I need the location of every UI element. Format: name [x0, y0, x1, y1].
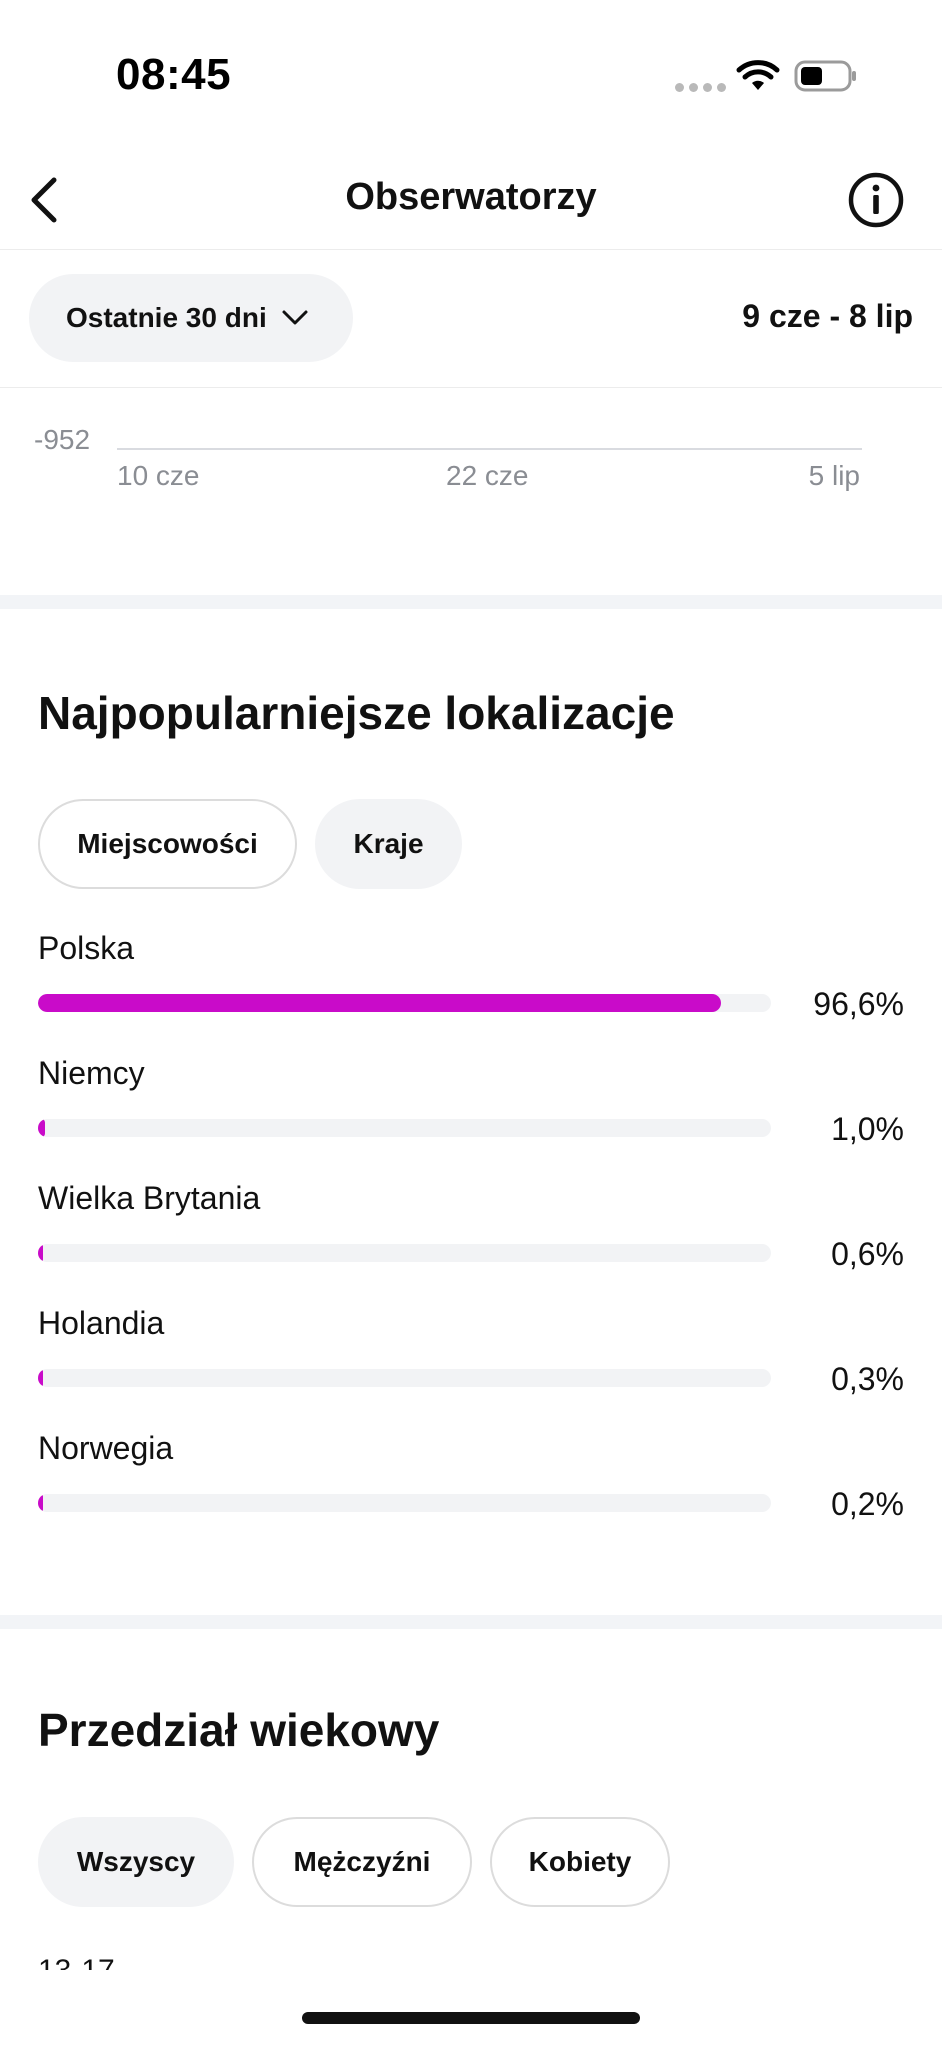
age-section-title: Przedział wiekowy: [38, 1704, 440, 1756]
tab-cities[interactable]: Miejscowości: [38, 799, 297, 889]
status-time: 08:45: [116, 50, 232, 99]
section-divider: [0, 1615, 942, 1629]
page-title: Obserwatorzy: [345, 176, 597, 218]
location-bar-fill: [38, 1119, 46, 1137]
date-range-text: 9 cze - 8 lip: [742, 298, 913, 334]
navigation-header: Obserwatorzy: [0, 150, 942, 250]
location-percent: 0,3%: [831, 1361, 904, 1397]
date-range-dropdown-label: Ostatnie 30 dni: [66, 302, 267, 333]
location-bar-track: [38, 1119, 771, 1137]
location-name: Holandia: [38, 1305, 165, 1341]
battery-icon: [794, 60, 856, 92]
location-bar-fill: [38, 1369, 43, 1387]
location-bar-fill: [38, 1244, 43, 1262]
location-name: Wielka Brytania: [38, 1180, 261, 1216]
section-divider: [0, 595, 942, 609]
chevron-left-icon[interactable]: [18, 172, 74, 228]
location-name: Polska: [38, 930, 135, 966]
tab-men[interactable]: Mężczyźni: [252, 1817, 472, 1907]
locations-tabs: Miejscowości Kraje: [38, 799, 462, 889]
locations-list: Polska 96,6% Niemcy 1,0% Wielka Brytania…: [38, 930, 904, 1555]
location-bar-track: [38, 994, 771, 1012]
location-bar-fill: [38, 1494, 43, 1512]
x-tick-label: 22 cze: [446, 460, 529, 491]
location-name: Niemcy: [38, 1055, 145, 1091]
followers-chart: -952 10 cze 22 cze 5 lip: [0, 389, 942, 595]
x-tick-label: 5 lip: [809, 460, 860, 491]
location-bar-track: [38, 1244, 771, 1262]
followers-chart-svg: -952 10 cze 22 cze 5 lip: [34, 424, 862, 491]
location-bar-track: [38, 1494, 771, 1512]
date-range-dropdown[interactable]: Ostatnie 30 dni: [29, 274, 353, 362]
info-icon[interactable]: [846, 170, 906, 230]
location-row: Wielka Brytania 0,6%: [38, 1180, 904, 1305]
location-percent: 1,0%: [831, 1111, 904, 1147]
location-bar-track: [38, 1369, 771, 1387]
tab-countries[interactable]: Kraje: [315, 799, 462, 889]
location-percent: 0,2%: [831, 1486, 904, 1522]
location-bar-fill: [38, 994, 722, 1012]
x-tick-label: 10 cze: [117, 460, 200, 491]
chevron-down-icon: [282, 310, 308, 325]
location-row: Norwegia 0,2%: [38, 1430, 904, 1555]
status-bar: 08:45: [0, 0, 942, 150]
y-tick-label: -952: [34, 424, 90, 455]
tab-all[interactable]: Wszyscy: [38, 1817, 234, 1907]
cellular-signal-icon: [675, 83, 726, 92]
home-indicator: [302, 2012, 640, 2024]
location-row: Polska 96,6%: [38, 930, 904, 1055]
location-row: Niemcy 1,0%: [38, 1055, 904, 1180]
location-percent: 0,6%: [831, 1236, 904, 1272]
date-range-row: Ostatnie 30 dni 9 cze - 8 lip: [0, 250, 942, 388]
location-row: Holandia 0,3%: [38, 1305, 904, 1430]
location-name: Norwegia: [38, 1430, 174, 1466]
wifi-icon: [736, 60, 780, 90]
location-percent: 96,6%: [813, 986, 904, 1022]
age-bucket-label: 13-17: [38, 1954, 115, 1970]
age-tabs: Wszyscy Mężczyźni Kobiety: [38, 1817, 670, 1907]
locations-section-title: Najpopularniejsze lokalizacje: [38, 687, 675, 739]
tab-women[interactable]: Kobiety: [490, 1817, 670, 1907]
